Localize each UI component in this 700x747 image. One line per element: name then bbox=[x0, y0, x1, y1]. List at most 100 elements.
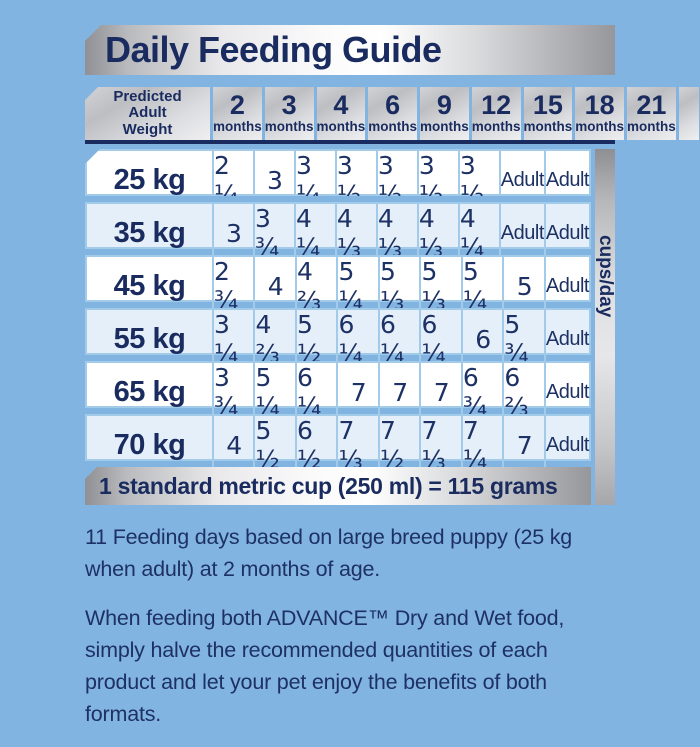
value-cell: Adult bbox=[543, 310, 590, 368]
value-cell: 7 ⅓ bbox=[419, 416, 460, 474]
value-cell: Adult bbox=[543, 416, 590, 474]
header-stub bbox=[678, 87, 699, 140]
month-unit-label: months bbox=[213, 119, 262, 135]
value-cell: 6 ¾ bbox=[460, 363, 502, 421]
value-cell: 3 ¼ bbox=[293, 151, 335, 196]
value-cell: 4 bbox=[253, 257, 294, 315]
footnotes: 11 Feeding days based on large breed pup… bbox=[85, 521, 590, 731]
month-number: 18 bbox=[584, 90, 615, 121]
month-number: 21 bbox=[636, 90, 667, 121]
weight-cell: 55 kg bbox=[113, 322, 186, 355]
value-cell: 3 ⅓ bbox=[457, 151, 499, 196]
value-cell: 4 ⅔ bbox=[294, 257, 336, 315]
value-cell: 6 ¼ bbox=[294, 363, 336, 421]
value-cell: 3 ¾ bbox=[212, 363, 253, 421]
value-cell: Adult bbox=[543, 363, 590, 421]
value-cell: 5 ¼ bbox=[336, 257, 378, 315]
value-cell: 6 ⅔ bbox=[502, 363, 544, 421]
column-header-9-months: 9 months bbox=[420, 87, 469, 140]
month-number: 2 bbox=[229, 90, 245, 121]
value-cell: 5 ½ bbox=[253, 416, 294, 474]
month-unit-label: months bbox=[264, 119, 314, 135]
footnote-dry-wet: When feeding both ADVANCE™ Dry and Wet f… bbox=[85, 605, 565, 727]
value-cell: 6 ¼ bbox=[336, 310, 378, 368]
column-header-21-months: 21 months bbox=[627, 87, 676, 140]
feeding-guide-panel: Daily Feeding Guide Predicted Adult Weig… bbox=[85, 25, 699, 747]
value-cell: 6 ¼ bbox=[377, 310, 419, 368]
month-number: 9 bbox=[436, 90, 452, 121]
corner-header-cell: Predicted Adult Weight bbox=[85, 87, 210, 140]
column-header-4-months: 4 months bbox=[316, 87, 366, 140]
column-header-3-months: 3 months bbox=[264, 87, 314, 140]
value-cell: 4 ⅓ bbox=[334, 204, 376, 262]
value-cell: 4 ⅔ bbox=[253, 310, 294, 368]
column-header-6-months: 6 months bbox=[368, 87, 417, 140]
value-cell: 7 ⅓ bbox=[336, 416, 378, 474]
column-header-12-months: 12 months bbox=[471, 87, 521, 140]
value-cell: 3 ½ bbox=[375, 151, 417, 196]
cups-per-day-strip: cups/day bbox=[595, 149, 616, 505]
value-cell: 5 ⅓ bbox=[419, 257, 460, 315]
value-cell: 2 ¾ bbox=[212, 257, 253, 315]
month-number: 4 bbox=[333, 90, 349, 121]
weight-cell: 65 kg bbox=[113, 375, 186, 408]
value-cell: 4 ¼ bbox=[293, 204, 335, 262]
corner-header-line1: Predicted bbox=[113, 88, 182, 106]
month-unit-label: months bbox=[471, 119, 521, 135]
weight-cell: 35 kg bbox=[113, 216, 186, 249]
value-cell: Adult bbox=[543, 204, 589, 262]
column-header-15-months: 15 months bbox=[523, 87, 573, 140]
cup-note-text: 1 standard metric cup (250 ml) = 115 gra… bbox=[99, 472, 558, 499]
value-cell: 2 ¼ bbox=[212, 151, 253, 196]
value-cell: 7 bbox=[502, 416, 544, 474]
month-number: 12 bbox=[481, 90, 512, 121]
value-cell: 5 ¼ bbox=[460, 257, 502, 315]
value-cell: 7 bbox=[419, 363, 460, 421]
value-cell: 7 bbox=[377, 363, 419, 421]
value-cell: 7 bbox=[336, 363, 378, 421]
value-cell: 5 ½ bbox=[294, 310, 336, 368]
value-cell: 5 ¾ bbox=[502, 310, 544, 368]
month-unit-label: months bbox=[627, 119, 676, 135]
page-title: Daily Feeding Guide bbox=[105, 29, 442, 70]
value-cell: 4 bbox=[212, 416, 253, 474]
value-cell: 3 ¾ bbox=[252, 204, 294, 262]
value-cell: Adult bbox=[543, 257, 590, 315]
value-cell: 6 ¼ bbox=[419, 310, 460, 368]
month-unit-label: months bbox=[368, 119, 417, 135]
value-cell: 4 ⅓ bbox=[416, 204, 458, 262]
value-cell: 3 ¼ bbox=[212, 310, 253, 368]
column-header-18-months: 18 months bbox=[575, 87, 624, 140]
month-unit-label: months bbox=[575, 119, 624, 135]
month-unit-label: months bbox=[420, 119, 469, 135]
value-cell: 6 ½ bbox=[294, 416, 336, 474]
value-cell: 3 ½ bbox=[334, 151, 376, 196]
cup-note-bar: 1 standard metric cup (250 ml) = 115 gra… bbox=[85, 467, 591, 505]
value-cell: 7 ¼ bbox=[460, 416, 502, 474]
weight-cell: 70 kg bbox=[113, 428, 186, 461]
value-cell: Adult bbox=[543, 151, 589, 196]
month-unit-label: months bbox=[316, 119, 366, 135]
corner-header-line3: Weight bbox=[122, 120, 173, 138]
month-number: 3 bbox=[281, 90, 297, 121]
value-cell: Adult bbox=[498, 151, 544, 196]
value-cell: 5 bbox=[502, 257, 544, 315]
value-cell: 4 ⅓ bbox=[375, 204, 417, 262]
title-bar: Daily Feeding Guide bbox=[85, 25, 615, 75]
cups-per-day-label: cups/day bbox=[595, 235, 616, 318]
value-cell: 4 ¼ bbox=[457, 204, 499, 262]
value-cell: 5 ⅓ bbox=[377, 257, 419, 315]
value-cell: Adult bbox=[498, 204, 544, 262]
corner-header-line2: Adult bbox=[128, 104, 167, 122]
header-row: Predicted Adult Weight 2 months 3 months 4 mo… bbox=[85, 87, 699, 144]
column-header-2-months: 2 months bbox=[213, 87, 262, 140]
value-cell: 3 bbox=[252, 151, 294, 196]
weight-cell: 45 kg bbox=[113, 269, 186, 302]
